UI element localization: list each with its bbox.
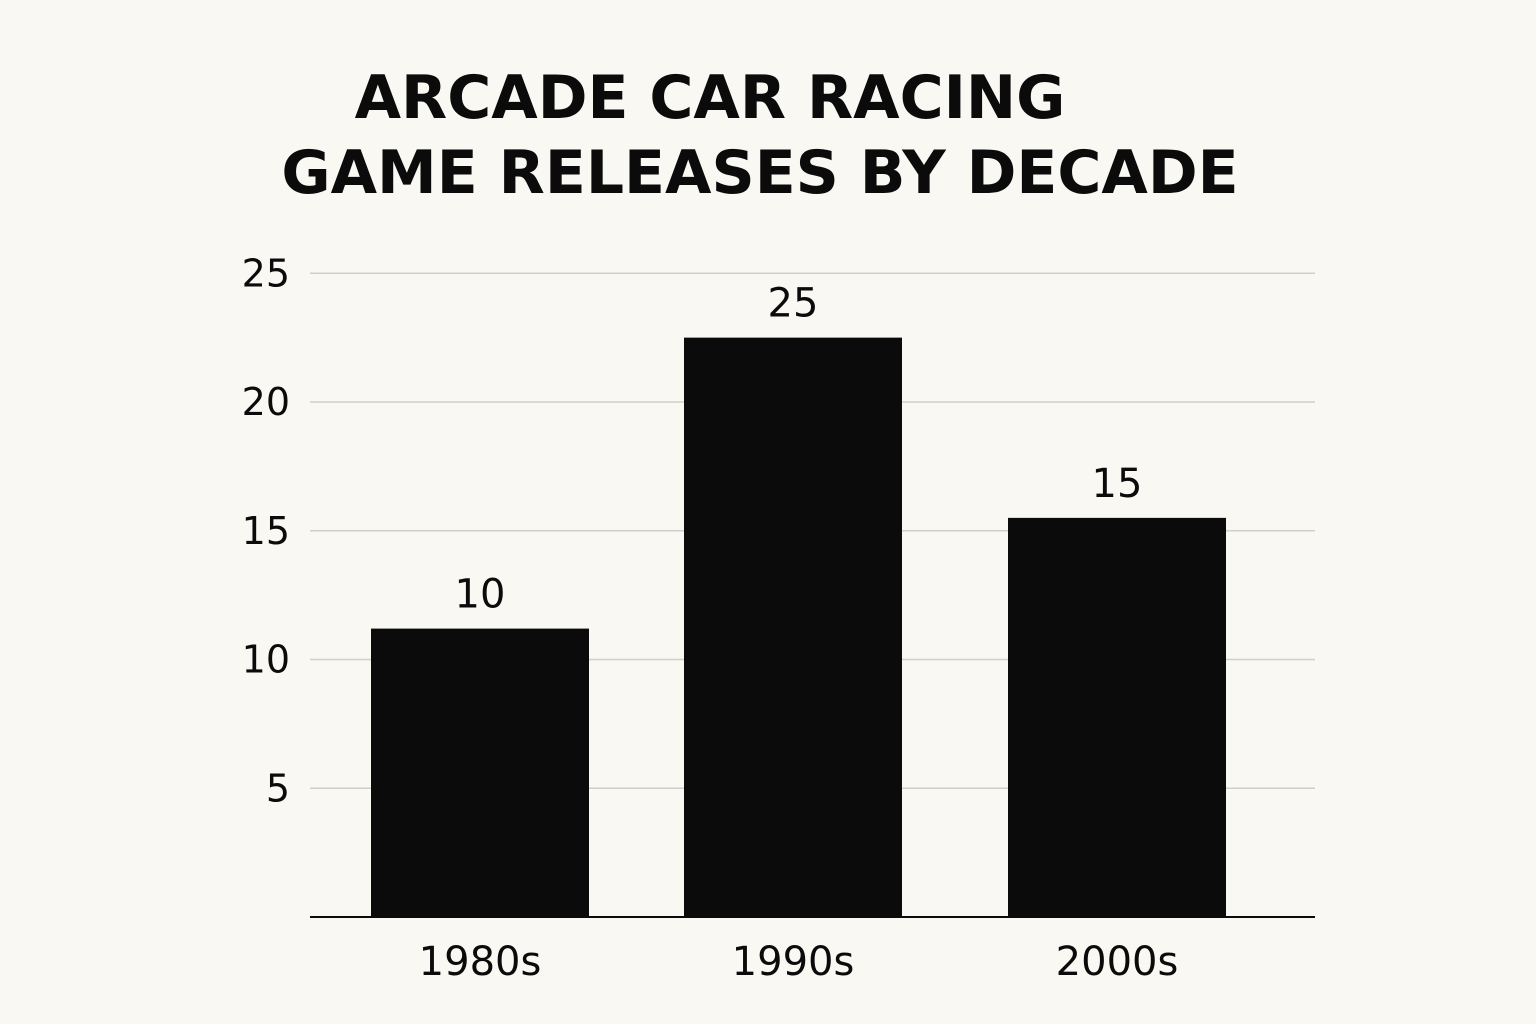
category-label-1990s: 1990s	[732, 939, 855, 985]
chart-title-line-2: GAME RELEASES BY DECADE	[281, 138, 1238, 208]
y-tick-label-20: 20	[242, 380, 290, 424]
y-axis-ticks: 5 10 15 20 25	[242, 251, 290, 810]
bar-1980s	[371, 628, 589, 917]
value-label-1980s: 10	[455, 572, 506, 618]
value-labels: 10 25 15	[455, 281, 1143, 618]
value-label-2000s: 15	[1092, 461, 1143, 507]
bar-1990s	[684, 337, 902, 917]
x-axis-categories: 1980s 1990s 2000s	[419, 939, 1179, 985]
y-tick-label-5: 5	[266, 766, 290, 810]
bars	[371, 337, 1226, 917]
bar-2000s	[1008, 517, 1226, 917]
value-label-1990s: 25	[768, 281, 819, 327]
y-tick-label-25: 25	[242, 251, 290, 295]
category-label-1980s: 1980s	[419, 939, 542, 985]
chart-title-line-1: ARCADE CAR RACING	[355, 63, 1066, 133]
chart-title: ARCADE CAR RACING GAME RELEASES BY DECAD…	[281, 63, 1238, 208]
y-tick-label-15: 15	[242, 509, 290, 553]
y-tick-label-10: 10	[242, 638, 290, 682]
category-label-2000s: 2000s	[1056, 939, 1179, 985]
